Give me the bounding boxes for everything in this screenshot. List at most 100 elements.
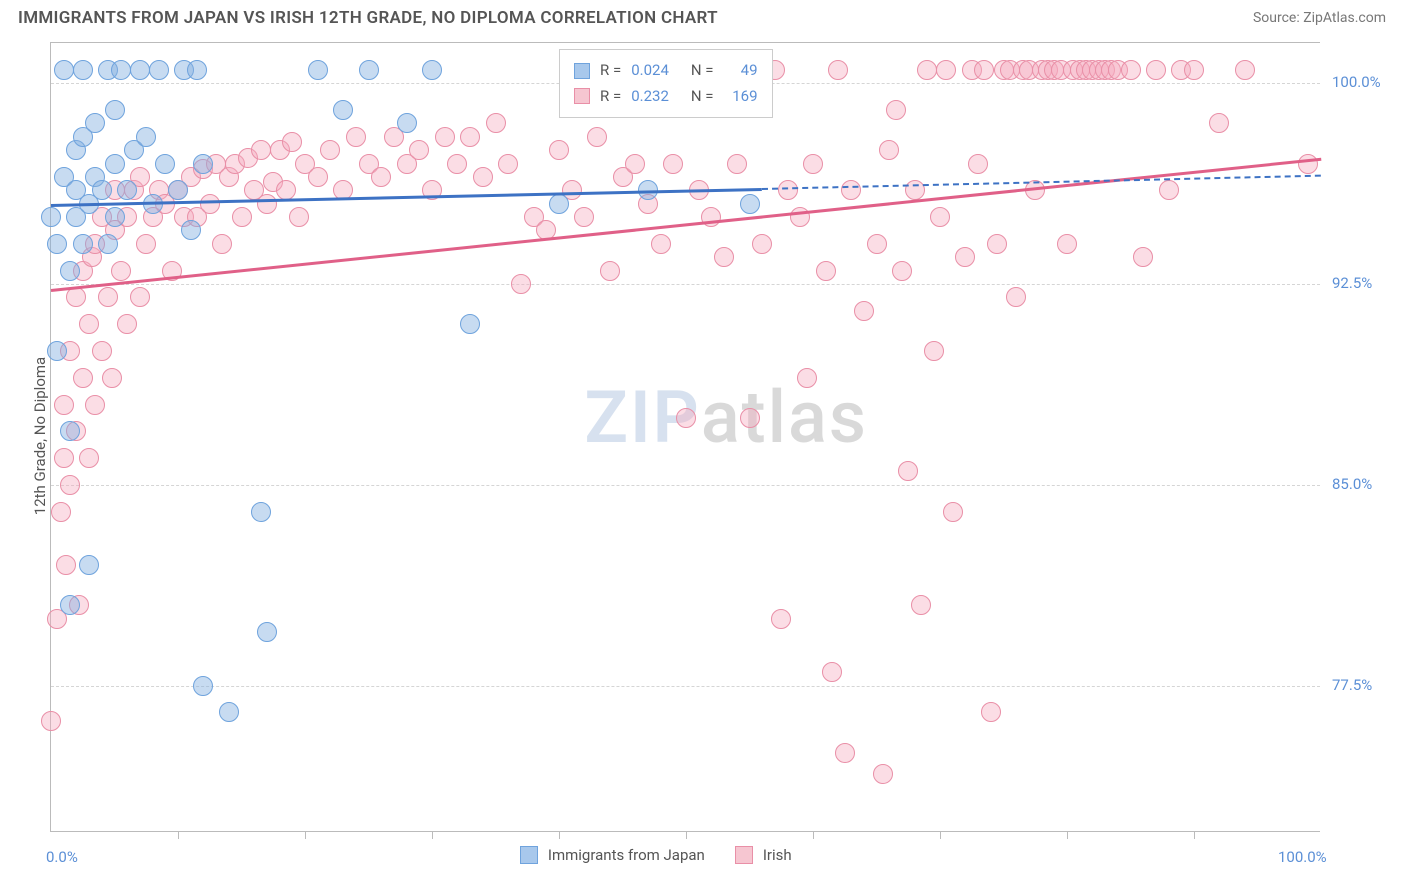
japan-point — [54, 60, 74, 80]
irish-point — [917, 60, 937, 80]
irish-point — [200, 194, 220, 214]
japan-point — [85, 113, 105, 133]
stats-swatch — [574, 63, 590, 79]
irish-point — [371, 167, 391, 187]
gridline — [51, 686, 1320, 687]
stats-box: R =0.024N =49R =0.232N =169 — [559, 49, 773, 118]
irish-point — [727, 154, 747, 174]
xtick — [432, 831, 433, 839]
irish-point — [873, 764, 893, 784]
japan-point — [130, 60, 150, 80]
irish-point — [98, 287, 118, 307]
irish-point — [714, 247, 734, 267]
legend-item: Immigrants from Japan — [520, 846, 705, 864]
irish-point — [1235, 60, 1255, 80]
irish-point — [854, 301, 874, 321]
legend-item: Irish — [735, 846, 792, 864]
japan-point — [111, 60, 131, 80]
irish-point — [102, 368, 122, 388]
irish-point — [828, 60, 848, 80]
irish-point — [625, 154, 645, 174]
japan-point — [740, 194, 760, 214]
chart-title: IMMIGRANTS FROM JAPAN VS IRISH 12TH GRAD… — [18, 8, 718, 28]
japan-point — [60, 595, 80, 615]
irish-point — [56, 555, 76, 575]
japan-point — [193, 154, 213, 174]
irish-point — [822, 662, 842, 682]
japan-point — [422, 60, 442, 80]
irish-point — [803, 154, 823, 174]
irish-point — [79, 314, 99, 334]
irish-point — [251, 140, 271, 160]
irish-point — [886, 100, 906, 120]
irish-point — [740, 408, 760, 428]
japan-point — [308, 60, 328, 80]
irish-point — [130, 287, 150, 307]
stats-swatch — [574, 88, 590, 104]
xtick — [305, 831, 306, 839]
stat-n-label: N = — [691, 58, 714, 84]
irish-point — [968, 154, 988, 174]
ytick-label: 77.5% — [1332, 676, 1372, 694]
irish-point — [85, 395, 105, 415]
irish-point — [1006, 287, 1026, 307]
irish-point — [460, 127, 480, 147]
irish-point — [841, 180, 861, 200]
irish-point — [600, 261, 620, 281]
irish-point — [486, 113, 506, 133]
japan-point — [460, 314, 480, 334]
irish-point — [987, 234, 1007, 254]
japan-point — [79, 555, 99, 575]
stat-n-value: 49 — [724, 58, 758, 84]
xtick — [813, 831, 814, 839]
irish-point — [867, 234, 887, 254]
plot-area: ZIPatlasR =0.024N =49R =0.232N =169 — [50, 42, 1320, 832]
irish-point — [663, 154, 683, 174]
irish-point — [54, 448, 74, 468]
source-label: Source: ZipAtlas.com — [1253, 10, 1386, 26]
japan-point — [117, 180, 137, 200]
irish-point — [778, 180, 798, 200]
irish-point — [816, 261, 836, 281]
irish-point — [308, 167, 328, 187]
irish-point — [879, 140, 899, 160]
irish-point — [473, 167, 493, 187]
irish-point — [892, 261, 912, 281]
irish-point — [92, 341, 112, 361]
irish-point — [981, 702, 1001, 722]
irish-point — [73, 368, 93, 388]
xtick — [559, 831, 560, 839]
irish-point — [651, 234, 671, 254]
japan-point — [60, 261, 80, 281]
irish-point — [51, 502, 71, 522]
japan-point — [47, 341, 67, 361]
xaxis-min-label: 0.0% — [46, 848, 78, 866]
irish-point — [41, 711, 61, 731]
japan-point — [219, 702, 239, 722]
irish-point — [549, 140, 569, 160]
japan-point — [149, 60, 169, 80]
irish-point — [587, 127, 607, 147]
irish-point — [346, 127, 366, 147]
japan-point — [92, 180, 112, 200]
japan-point — [168, 180, 188, 200]
irish-point — [924, 341, 944, 361]
irish-point — [66, 287, 86, 307]
stat-n-label: N = — [691, 84, 714, 110]
stat-r-value: 0.024 — [631, 58, 669, 84]
irish-point — [1298, 154, 1318, 174]
irish-point — [752, 234, 772, 254]
irish-point — [1146, 60, 1166, 80]
legend-label: Immigrants from Japan — [548, 846, 705, 864]
irish-point — [943, 502, 963, 522]
japan-point — [47, 234, 67, 254]
legend: Immigrants from Japan Irish — [520, 846, 792, 864]
irish-point — [574, 207, 594, 227]
irish-point — [930, 207, 950, 227]
japan-point — [136, 127, 156, 147]
irish-point — [79, 448, 99, 468]
gridline — [51, 284, 1320, 285]
irish-point — [1133, 247, 1153, 267]
irish-point — [1209, 113, 1229, 133]
irish-point — [320, 140, 340, 160]
